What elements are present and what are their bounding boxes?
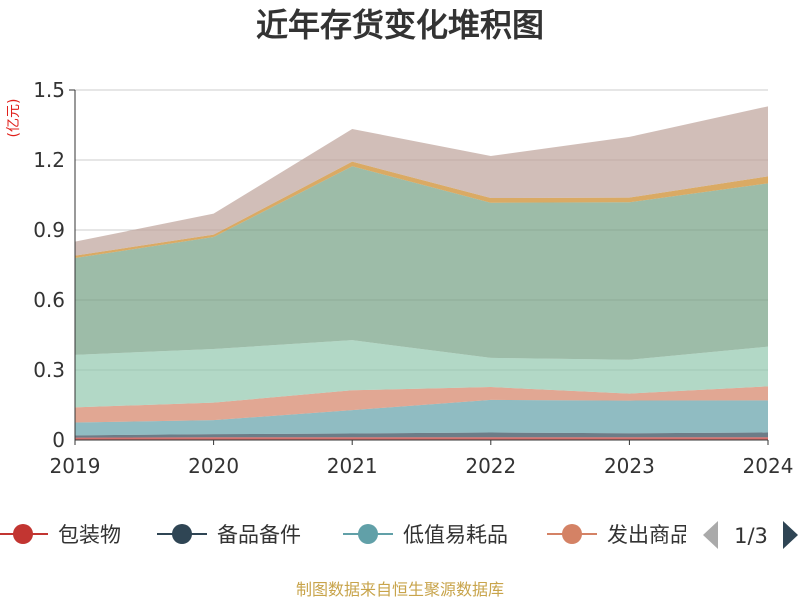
y-tick-label: 1.2 bbox=[33, 148, 65, 172]
legend: 包装物 备品备件 低值易耗品 发出商品 bbox=[0, 523, 691, 547]
x-tick-label: 2024 bbox=[743, 454, 794, 478]
area-6 bbox=[75, 161, 768, 258]
area-2 bbox=[75, 399, 768, 436]
legend-item[interactable]: 低值易耗品 bbox=[343, 523, 508, 547]
x-tick-label: 2019 bbox=[50, 454, 101, 478]
y-tick-label: 1.5 bbox=[33, 78, 65, 102]
legend-item[interactable]: 包装物 bbox=[0, 523, 121, 547]
legend-marker bbox=[358, 524, 378, 544]
legend-label: 发出商品 bbox=[607, 523, 691, 547]
legend-label: 备品备件 bbox=[217, 523, 301, 547]
data-source-note: 制图数据来自恒生聚源数据库 bbox=[296, 580, 504, 599]
x-tick-label: 2022 bbox=[465, 454, 516, 478]
area-0 bbox=[75, 437, 768, 440]
x-tick-label: 2023 bbox=[604, 454, 655, 478]
legend-label: 低值易耗品 bbox=[403, 523, 508, 547]
x-tick-label: 2021 bbox=[327, 454, 378, 478]
y-tick-label: 0.6 bbox=[33, 288, 65, 312]
area-3 bbox=[75, 386, 768, 423]
arrow-right-icon[interactable] bbox=[783, 521, 798, 549]
y-axis-unit: (亿元) bbox=[6, 99, 22, 138]
y-tick-label: 0.3 bbox=[33, 358, 65, 382]
area-7 bbox=[75, 106, 768, 256]
area-series bbox=[75, 106, 768, 440]
area-1 bbox=[75, 432, 768, 438]
legend-pager: 1/3 bbox=[703, 521, 798, 549]
legend-label: 包装物 bbox=[58, 523, 121, 547]
area-4 bbox=[75, 340, 768, 408]
arrow-left-icon[interactable] bbox=[703, 521, 718, 549]
y-tick-label: 0.9 bbox=[33, 218, 65, 242]
chart-title: 近年存货变化堆积图 bbox=[256, 6, 544, 44]
legend-marker bbox=[562, 524, 582, 544]
y-tick-label: 0 bbox=[52, 428, 65, 452]
legend-page-indicator: 1/3 bbox=[734, 524, 768, 548]
axes: 0 0.3 0.6 0.9 1.2 1.5 2019 2020 2021 2022 2023 2024 bbox=[33, 78, 793, 478]
x-tick-label: 2020 bbox=[188, 454, 239, 478]
legend-item[interactable]: 备品备件 bbox=[157, 523, 301, 547]
legend-marker bbox=[13, 524, 33, 544]
legend-item[interactable]: 发出商品 bbox=[547, 523, 691, 547]
area-5 bbox=[75, 166, 768, 360]
legend-marker bbox=[172, 524, 192, 544]
